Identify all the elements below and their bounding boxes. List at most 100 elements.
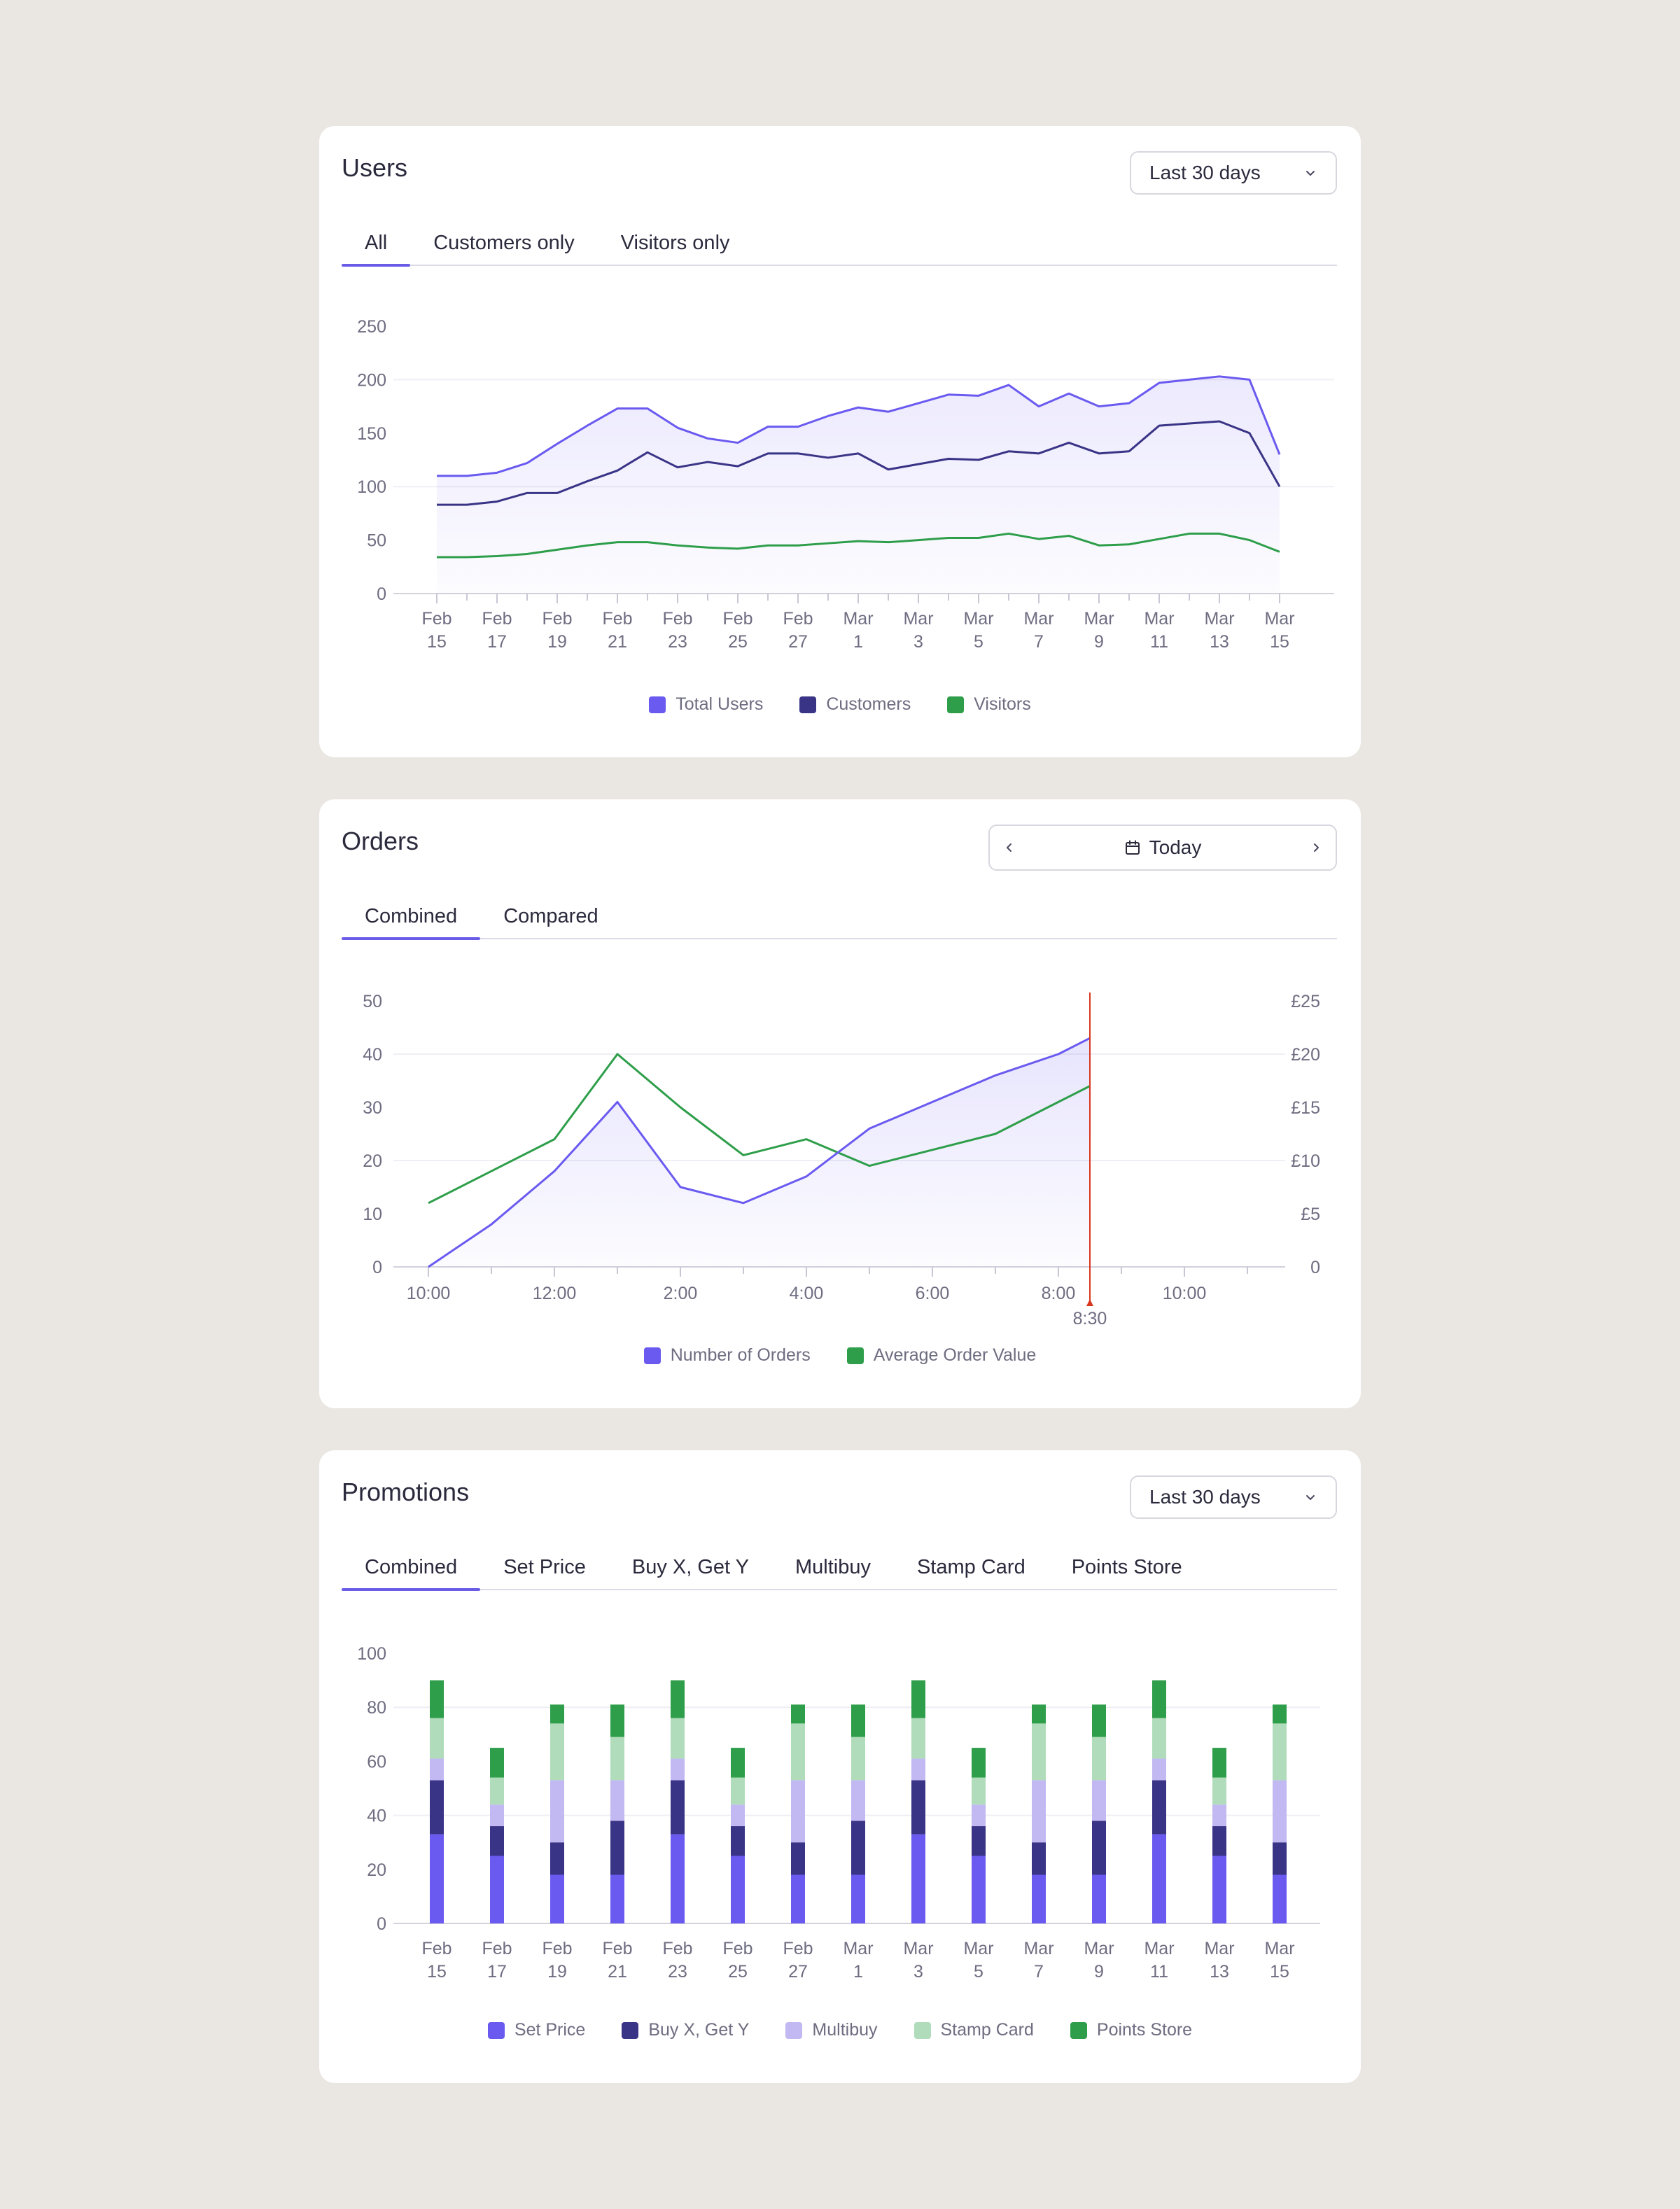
bar-segment-points-store [972,1748,986,1778]
bar-segment-multibuy [490,1804,504,1827]
y-tick-label: 20 [367,1860,386,1880]
x-tick-label: 12:00 [533,1284,577,1303]
bar-segment-buy-x-get-y [911,1780,925,1835]
x-tick-label: Mar [1264,609,1294,629]
legend-customers[interactable]: Customers [799,694,911,715]
x-tick-label: Mar [1084,1939,1114,1958]
legend-buy-x-get-y[interactable]: Buy X, Get Y [622,2020,749,2040]
tab-multibuy[interactable]: Multibuy [794,1555,871,1578]
bar-segment-set-price [1152,1834,1166,1923]
legend-number-of-orders[interactable]: Number of Orders [643,1345,811,1366]
bar-segment-points-store [671,1680,685,1718]
x-tick-label: 17 [487,1962,507,1982]
chevron-left-icon [1007,843,1011,852]
x-tick-label: Mar [963,609,993,629]
legend-swatch [649,696,666,713]
x-tick-label: Feb [783,609,813,629]
legend-label: Average Order Value [873,1345,1037,1365]
x-tick-label: 4:00 [790,1284,824,1303]
bar-segment-points-store [911,1680,925,1718]
bar-segment-multibuy [1032,1780,1046,1843]
promotions-range-dropdown[interactable]: Last 30 days [1130,1475,1337,1519]
x-tick-label: 6:00 [916,1284,950,1303]
y-right-tick-label: £10 [1291,1151,1320,1171]
legend-total-users[interactable]: Total Users [649,694,763,715]
tab-combined[interactable]: Combined [342,895,481,940]
legend-swatch [622,2021,639,2039]
bar-segment-buy-x-get-y [610,1821,624,1875]
x-tick-label: Feb [542,1939,572,1958]
y-tick-label: 20 [363,1151,382,1171]
bar-segment-multibuy [671,1758,685,1781]
bar-segment-multibuy [731,1804,745,1827]
tab-customers-only[interactable]: Customers only [433,231,575,254]
legend-label: Buy X, Get Y [648,2020,750,2040]
tab-combined[interactable]: Combined [342,1545,481,1591]
bar-segment-points-store [1212,1748,1226,1778]
bar-segment-buy-x-get-y [550,1842,564,1875]
y-tick-label: 80 [367,1698,386,1718]
orders-chart: 0 10 20 30 40 50 0 £5 £10 £15 £20 £25 10:00 12:00 2:00… [363,992,1320,1328]
bar-segment-set-price [791,1874,805,1923]
previous-day-button[interactable] [993,826,1026,869]
tab-buy-x-get-y[interactable]: Buy X, Get Y [631,1555,749,1578]
chevron-down-icon [1306,171,1315,176]
legend-multibuy[interactable]: Multibuy [785,2020,878,2040]
orders-legend: Number of Orders Average Order Value [319,1345,1361,1366]
x-tick-label: 9 [1094,1962,1104,1982]
bar-segment-buy-x-get-y [972,1826,986,1856]
x-tick-label: 13 [1210,1962,1229,1982]
bar-segment-points-store [851,1704,865,1737]
tab-all[interactable]: All [342,221,411,267]
x-tick-label: 7 [1034,632,1044,652]
x-tick-label: Mar [1084,609,1114,629]
tab-visitors-only[interactable]: Visitors only [620,231,730,254]
y-tick-label: 60 [367,1752,386,1772]
x-tick-label: Mar [1023,1939,1054,1958]
bar-segment-buy-x-get-y [490,1826,504,1856]
date-display[interactable]: Today [990,826,1336,869]
x-tick-label: Feb [722,1939,752,1958]
bar-segment-multibuy [972,1804,986,1827]
chevron-down-icon [1306,1495,1315,1500]
x-tick-label: Mar [1204,1939,1234,1958]
bar-segment-set-price [1273,1874,1287,1923]
y-tick-label: 50 [363,992,382,1011]
bar-segment-stamp-card [1273,1723,1287,1781]
legend-visitors[interactable]: Visitors [947,694,1031,715]
tab-set-price[interactable]: Set Price [503,1555,586,1578]
x-tick-label: Feb [783,1939,813,1958]
x-tick-label: 3 [913,632,923,652]
legend-average-order-value[interactable]: Average Order Value [846,1345,1037,1366]
users-chart: 050100150200250Feb15Feb17Feb19Feb21Feb23… [357,317,1334,652]
tab-compared[interactable]: Compared [503,904,598,927]
bar-segment-stamp-card [1152,1718,1166,1759]
x-tick-label: Feb [421,1939,451,1958]
users-legend: Total Users Customers Visitors [319,694,1361,715]
legend-set-price[interactable]: Set Price [487,2020,585,2040]
bar-segment-points-store [430,1680,444,1718]
promotions-tabs: Combined Set Price Buy X, Get Y Multibuy… [342,1545,1337,1591]
bar-segment-multibuy [550,1780,564,1843]
current-time-label: 8:30 [1073,1309,1107,1328]
y-tick-label: 0 [377,584,386,604]
legend-stamp-card[interactable]: Stamp Card [913,2020,1034,2040]
next-day-button[interactable] [1299,826,1333,869]
legend-points-store[interactable]: Points Store [1070,2020,1192,2040]
total-users-area [437,376,1280,594]
tab-points-store[interactable]: Points Store [1071,1555,1182,1578]
x-tick-label: Mar [963,1939,993,1958]
users-tabs: All Customers only Visitors only [342,221,1337,267]
tab-stamp-card[interactable]: Stamp Card [916,1555,1026,1578]
bar-segment-multibuy [1273,1780,1287,1843]
x-tick-label: Mar [1023,609,1054,629]
users-range-dropdown[interactable]: Last 30 days [1130,151,1337,195]
bar-segment-set-price [972,1856,986,1923]
bar-segment-stamp-card [972,1777,986,1805]
x-tick-label: 5 [974,632,983,652]
bar-segment-buy-x-get-y [1152,1780,1166,1835]
legend-label: Stamp Card [940,2020,1034,2040]
bar-segment-points-store [610,1704,624,1737]
y-tick-label: 200 [357,370,386,390]
x-tick-label: 15 [1270,1962,1289,1982]
